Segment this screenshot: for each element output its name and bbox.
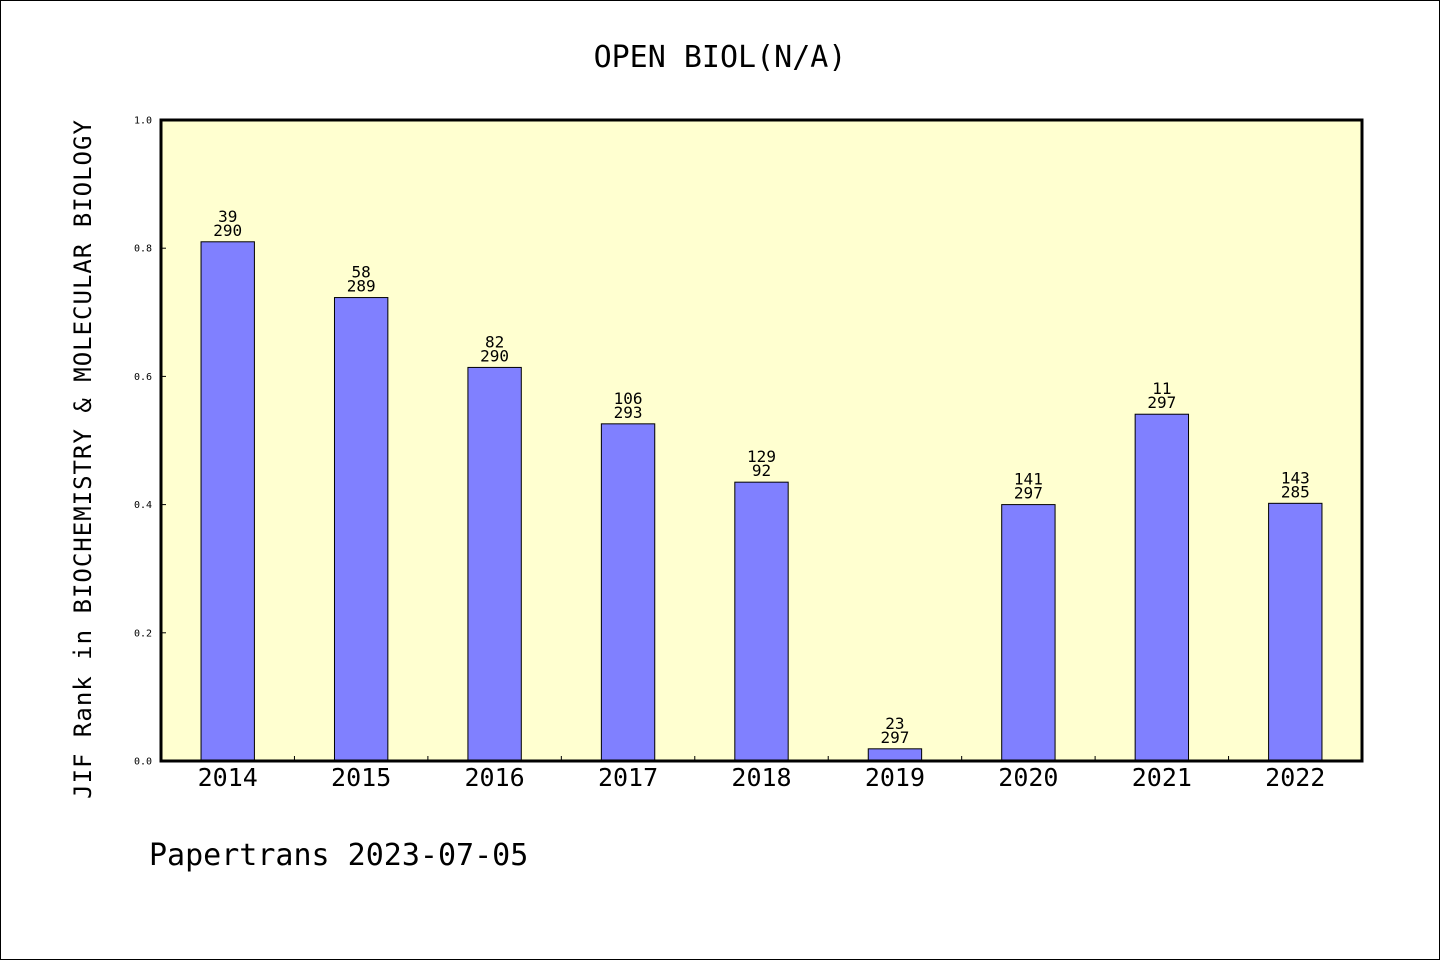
bar-2014 bbox=[200, 241, 255, 762]
x-tick-label-2020: 2020 bbox=[998, 763, 1058, 792]
bar-label-total-2016: 290 bbox=[480, 346, 509, 365]
bar-2022 bbox=[1268, 502, 1323, 762]
bar-2020 bbox=[1001, 504, 1056, 762]
bar-label-total-2014: 290 bbox=[213, 221, 242, 240]
bar-label-rank-2020: 141 bbox=[1014, 470, 1043, 489]
bar-label-rank-2015: 58 bbox=[352, 263, 371, 282]
y-tick-label-0.6: 0.6 bbox=[134, 372, 152, 383]
y-axis-label: JIF Rank in BIOCHEMISTRY & MOLECULAR BIO… bbox=[69, 119, 97, 799]
bar-label-rank-2018: 129 bbox=[747, 447, 776, 466]
x-tick-label-2018: 2018 bbox=[731, 763, 791, 792]
y-tick-label-1.0: 1.0 bbox=[134, 116, 152, 127]
bar-2016 bbox=[467, 366, 522, 762]
footer-credit: Papertrans 2023-07-05 bbox=[149, 838, 528, 873]
bar-label-total-2018: 92 bbox=[752, 461, 771, 480]
bar-label-rank-2016: 82 bbox=[485, 332, 504, 351]
y-tick-label-0.0: 0.0 bbox=[134, 757, 152, 768]
y-tick-label-0.2: 0.2 bbox=[134, 628, 152, 639]
x-tick-label-2016: 2016 bbox=[465, 763, 525, 792]
bar-label-rank-2014: 39 bbox=[218, 207, 237, 226]
bar-label-total-2015: 289 bbox=[347, 277, 376, 296]
bar-label-rank-2019: 23 bbox=[885, 714, 904, 733]
x-tick-label-2022: 2022 bbox=[1265, 763, 1325, 792]
x-tick-label-2021: 2021 bbox=[1132, 763, 1192, 792]
x-tick-label-2014: 2014 bbox=[198, 763, 258, 792]
bar-label-total-2022: 285 bbox=[1281, 482, 1310, 501]
bar-label-total-2017: 293 bbox=[614, 403, 643, 422]
y-tick-label-0.8: 0.8 bbox=[134, 244, 152, 255]
bar-2019 bbox=[867, 748, 923, 762]
bar-label-rank-2022: 143 bbox=[1281, 468, 1310, 487]
plot-frame bbox=[159, 118, 1364, 763]
bar-2017 bbox=[600, 423, 656, 762]
x-tick-label-2017: 2017 bbox=[598, 763, 658, 792]
bar-label-rank-2021: 11 bbox=[1152, 379, 1171, 398]
bar-2021 bbox=[1134, 413, 1190, 762]
chart-title: OPEN BIOL(N/A) bbox=[594, 40, 847, 75]
bar-2018 bbox=[734, 481, 789, 762]
bar-label-total-2020: 297 bbox=[1014, 484, 1043, 503]
x-tick-label-2019: 2019 bbox=[865, 763, 925, 792]
bar-2015 bbox=[333, 297, 389, 762]
bar-label-total-2021: 297 bbox=[1147, 393, 1176, 412]
bar-label-rank-2017: 106 bbox=[614, 389, 643, 408]
y-tick-label-0.4: 0.4 bbox=[134, 500, 152, 511]
x-tick-label-2015: 2015 bbox=[331, 763, 391, 792]
bar-label-total-2019: 297 bbox=[880, 728, 909, 747]
